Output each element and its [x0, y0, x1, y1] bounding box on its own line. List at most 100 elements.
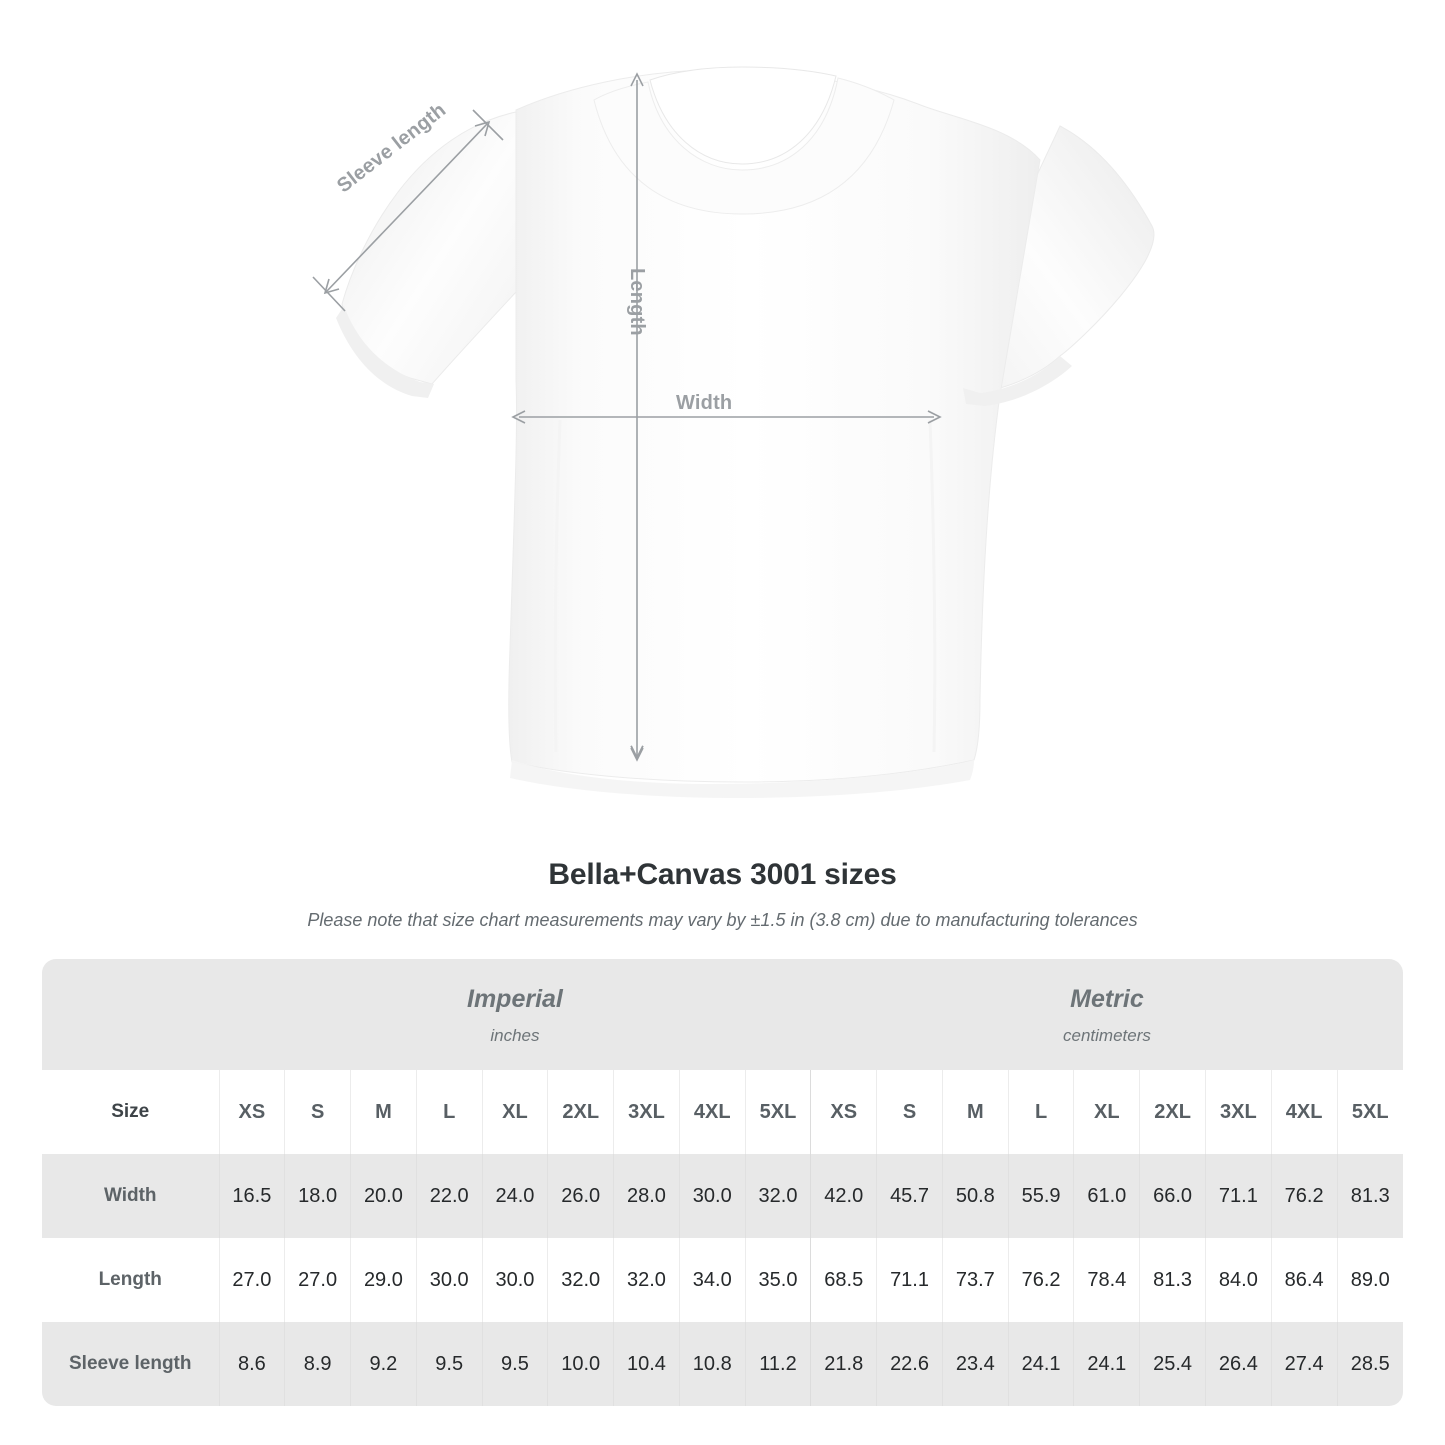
size-chart-table-wrapper: Imperial inches Metric centimeters Size …: [42, 959, 1403, 1406]
cell: 9.2: [350, 1322, 417, 1406]
cell: 55.9: [1008, 1154, 1075, 1238]
size-col-header: 2XL: [547, 1070, 615, 1154]
size-col-header: 5XL: [745, 1070, 812, 1154]
cell: 28.5: [1337, 1322, 1403, 1406]
unit-group-metric-name: Metric: [1070, 985, 1144, 1013]
cell: 29.0: [350, 1238, 417, 1322]
table-row-length: Length 27.0 27.0 29.0 30.0 30.0 32.0 32.…: [42, 1238, 1403, 1322]
size-header-row: Size XS S M L XL 2XL 3XL 4XL 5XL XS S M …: [42, 1070, 1403, 1154]
table-row-width: Width 16.5 18.0 20.0 22.0 24.0 26.0 28.0…: [42, 1154, 1403, 1238]
size-col-header: 4XL: [1271, 1070, 1338, 1154]
unit-group-metric-sub: centimeters: [1063, 1026, 1151, 1045]
size-col-header: M: [942, 1070, 1009, 1154]
cell: 24.1: [1073, 1322, 1141, 1406]
cell: 25.4: [1139, 1322, 1206, 1406]
sleeve-arrow: [326, 123, 488, 292]
size-chart-table: Imperial inches Metric centimeters Size …: [42, 959, 1403, 1406]
cell: 24.0: [482, 1154, 549, 1238]
cell: 8.9: [284, 1322, 352, 1406]
cell: 32.0: [613, 1238, 680, 1322]
cell: 76.2: [1008, 1238, 1075, 1322]
cell: 10.0: [547, 1322, 615, 1406]
cell: 61.0: [1073, 1154, 1141, 1238]
cell: 34.0: [679, 1238, 746, 1322]
size-col-header: XS: [219, 1070, 286, 1154]
tshirt-diagram: Sleeve length Length Width: [312, 66, 1155, 798]
tshirt-illustration: [312, 66, 1155, 798]
cell: 10.4: [613, 1322, 680, 1406]
cell: 50.8: [942, 1154, 1009, 1238]
cell: 30.0: [416, 1238, 483, 1322]
size-col-header: 3XL: [613, 1070, 680, 1154]
cell: 9.5: [416, 1322, 483, 1406]
cell: 42.0: [810, 1154, 878, 1238]
cell: 86.4: [1271, 1238, 1338, 1322]
size-col-header: S: [876, 1070, 943, 1154]
cell: 81.3: [1139, 1238, 1206, 1322]
cell: 10.8: [679, 1322, 746, 1406]
cell: 27.0: [219, 1238, 286, 1322]
cell: 22.6: [876, 1322, 943, 1406]
garment-shape: [336, 66, 1155, 798]
size-col-header: 5XL: [1337, 1070, 1403, 1154]
cell: 71.1: [1205, 1154, 1272, 1238]
cell: 23.4: [942, 1322, 1009, 1406]
cell: 22.0: [416, 1154, 483, 1238]
unit-header-row: Imperial inches Metric centimeters: [42, 959, 1403, 1070]
cell: 24.1: [1008, 1322, 1075, 1406]
cell: 8.6: [219, 1322, 286, 1406]
length-label: Length: [626, 268, 648, 336]
cell: 84.0: [1205, 1238, 1272, 1322]
cell: 27.0: [284, 1238, 352, 1322]
cell: 9.5: [482, 1322, 549, 1406]
cell: 27.4: [1271, 1322, 1338, 1406]
cell: 73.7: [942, 1238, 1009, 1322]
cell: 71.1: [876, 1238, 943, 1322]
unit-group-imperial: Imperial inches: [219, 959, 811, 1070]
size-col-header: XL: [1073, 1070, 1141, 1154]
cell: 26.4: [1205, 1322, 1272, 1406]
cell: 16.5: [219, 1154, 286, 1238]
table-row-sleeve-length: Sleeve length 8.6 8.9 9.2 9.5 9.5 10.0 1…: [42, 1322, 1403, 1406]
cell: 21.8: [810, 1322, 878, 1406]
size-col-header: 3XL: [1205, 1070, 1272, 1154]
cell: 66.0: [1139, 1154, 1206, 1238]
cell: 68.5: [810, 1238, 878, 1322]
tolerance-note: Please note that size chart measurements…: [307, 910, 1138, 930]
cell: 30.0: [482, 1238, 549, 1322]
row-label-length: Length: [42, 1238, 220, 1322]
size-col-header: M: [350, 1070, 417, 1154]
cell: 30.0: [679, 1154, 746, 1238]
cell: 76.2: [1271, 1154, 1338, 1238]
cell: 20.0: [350, 1154, 417, 1238]
cell: 89.0: [1337, 1238, 1403, 1322]
cell: 28.0: [613, 1154, 680, 1238]
page-title: Bella+Canvas 3001 sizes: [548, 858, 897, 891]
size-header-label: Size: [42, 1070, 220, 1154]
cell: 35.0: [745, 1238, 812, 1322]
size-col-header: XL: [482, 1070, 549, 1154]
cell: 45.7: [876, 1154, 943, 1238]
size-col-header: L: [416, 1070, 483, 1154]
width-label: Width: [676, 392, 733, 414]
unit-group-metric: Metric centimeters: [810, 959, 1403, 1070]
unit-group-imperial-sub: inches: [490, 1026, 540, 1045]
row-label-sleeve-length: Sleeve length: [42, 1322, 220, 1406]
dimension-arrows: [312, 72, 942, 762]
size-col-header: 4XL: [679, 1070, 746, 1154]
title-block: Bella+Canvas 3001 sizes Please note that…: [0, 858, 1445, 931]
unit-group-imperial-name: Imperial: [467, 985, 563, 1013]
cell: 26.0: [547, 1154, 615, 1238]
size-col-header: S: [284, 1070, 352, 1154]
cell: 32.0: [745, 1154, 812, 1238]
size-col-header: XS: [810, 1070, 878, 1154]
cell: 78.4: [1073, 1238, 1141, 1322]
size-col-header: L: [1008, 1070, 1075, 1154]
cell: 32.0: [547, 1238, 615, 1322]
cell: 18.0: [284, 1154, 352, 1238]
cell: 11.2: [745, 1322, 812, 1406]
unit-header-spacer: [42, 959, 219, 1070]
cell: 81.3: [1337, 1154, 1403, 1238]
row-label-width: Width: [42, 1154, 220, 1238]
size-col-header: 2XL: [1139, 1070, 1206, 1154]
